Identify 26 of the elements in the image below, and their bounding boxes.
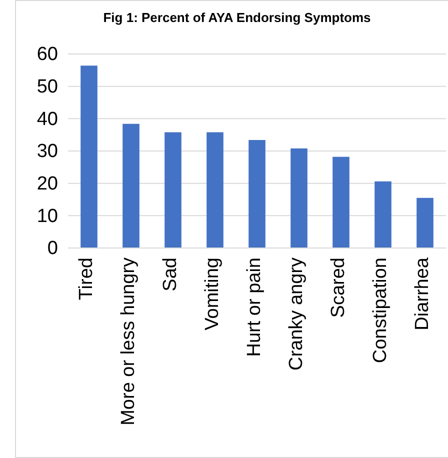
bar [332, 156, 350, 248]
y-tick-label: 50 [36, 76, 58, 98]
x-tick-label: Hurt or pain [244, 258, 266, 357]
y-tick-label: 10 [36, 206, 58, 227]
bar [80, 66, 98, 248]
x-tick-label: Sad [160, 258, 182, 292]
y-tick-label: 0 [47, 238, 58, 260]
y-tick-label: 40 [36, 108, 58, 130]
bar [248, 140, 266, 248]
bar [290, 148, 308, 248]
y-tick-label: 60 [36, 44, 58, 66]
x-tick-label: Cranky angry [286, 257, 308, 370]
chart-title: Fig 1: Percent of AYA Endorsing Symptoms [103, 10, 371, 25]
x-tick-label: More or less hungry [118, 257, 140, 426]
y-tick-label: 20 [36, 173, 58, 194]
x-tick-label: Constipation [370, 258, 392, 364]
y-tick-label: 30 [36, 141, 58, 162]
bar [416, 198, 434, 248]
bar [374, 181, 392, 248]
x-tick-label: Vomiting [202, 258, 224, 330]
bar [164, 132, 182, 248]
bar [122, 124, 140, 248]
x-tick-label: Tired [76, 258, 98, 300]
x-tick-label: Scared [328, 258, 350, 318]
bar [206, 132, 224, 248]
x-tick-label: Diarrhea [412, 257, 434, 330]
